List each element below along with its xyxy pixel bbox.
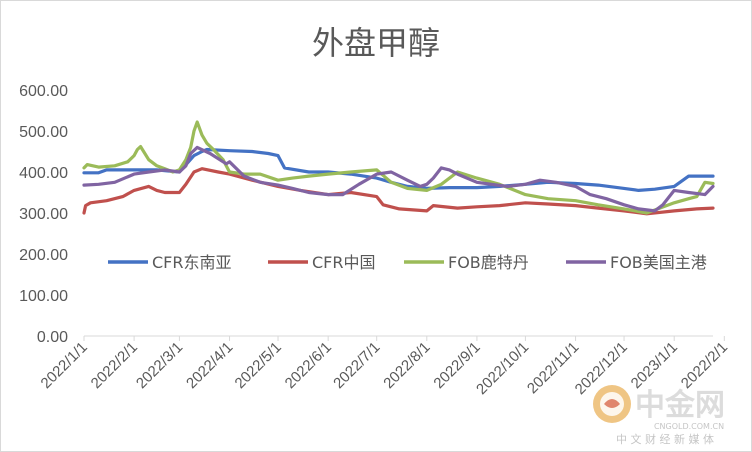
- x-tick-label: 2023/1/1: [628, 339, 681, 392]
- legend-label: CFR东南亚: [152, 253, 232, 272]
- watermark-site: CNGOLD.COM.CN: [654, 422, 724, 431]
- x-tick-label: 2022/8/1: [380, 339, 433, 392]
- x-tick-label: 2022/10/1: [473, 339, 532, 398]
- legend-label: CFR中国: [312, 253, 376, 272]
- legend: CFR东南亚 CFR中国 FOB鹿特丹 FOB美国主港: [108, 253, 707, 272]
- x-tick-label: 2022/1/1: [38, 339, 91, 392]
- x-tick-label: 2022/5/1: [232, 339, 285, 392]
- y-tick-label: 200.00: [19, 247, 68, 264]
- x-tick-label: 2022/4/1: [183, 339, 236, 392]
- cngold-logo-icon: [593, 385, 631, 423]
- y-tick-label: 600.00: [19, 83, 68, 100]
- x-tick-label: 2022/6/1: [282, 339, 335, 392]
- x-tick-label: 2022/2/1: [678, 339, 731, 392]
- watermark-slogan: 中 文 财 经 新 媒 体: [616, 432, 714, 446]
- y-tick-label: 300.00: [19, 206, 68, 223]
- series-line: [82, 145, 715, 213]
- legend-label: FOB美国主港: [610, 253, 707, 272]
- watermark: 中金网 CNGOLD.COM.CN 中 文 财 经 新 媒 体: [593, 385, 725, 446]
- y-tick-label: 100.00: [19, 288, 68, 305]
- series-lines: [82, 120, 715, 216]
- x-tick-label: 2022/7/1: [330, 339, 383, 392]
- watermark-brand: 中金网: [635, 388, 725, 423]
- x-tick-label: 2022/3/1: [133, 339, 186, 392]
- x-tick-label: 2022/2/1: [88, 339, 141, 392]
- chart-title: 外盘甲醇: [312, 24, 440, 62]
- x-axis: 2022/1/12022/2/12022/3/12022/4/12022/5/1…: [38, 336, 731, 398]
- y-tick-label: 400.00: [19, 165, 68, 182]
- series-line: [82, 120, 715, 215]
- legend-label: FOB鹿特丹: [448, 253, 529, 272]
- y-tick-label: 500.00: [19, 124, 68, 141]
- y-tick-label: 0.00: [37, 329, 68, 346]
- y-axis: 0.00 100.00 200.00 300.00 400.00 500.00 600.00: [19, 83, 68, 346]
